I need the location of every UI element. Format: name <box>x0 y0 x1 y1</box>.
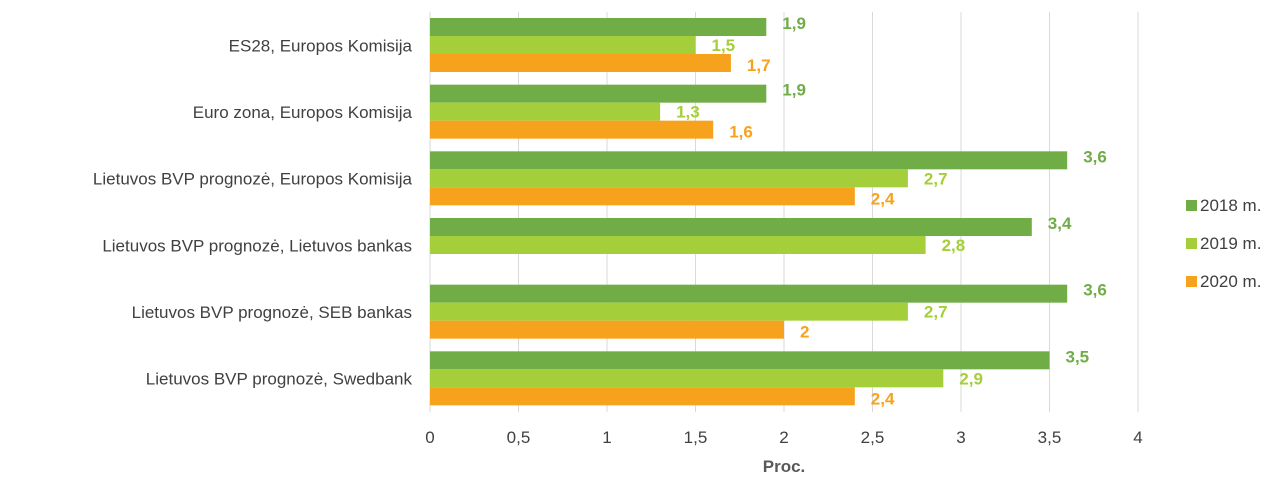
bar <box>430 218 1032 236</box>
category-labels: ES28, Europos Komisija Euro zona, Europos… <box>93 36 413 388</box>
bar <box>430 36 696 54</box>
data-label: 1,7 <box>747 56 771 75</box>
bar <box>430 351 1050 370</box>
bar <box>430 169 908 188</box>
category-label: Lietuvos BVP prognozė, Lietuvos bankas <box>102 236 412 255</box>
legend-label: 2020 m. <box>1200 272 1261 291</box>
data-label: 2,4 <box>871 389 895 408</box>
data-label: 2 <box>800 323 809 342</box>
legend-swatch <box>1186 276 1197 287</box>
bar <box>430 102 661 121</box>
bar <box>430 187 855 206</box>
data-label: 2,7 <box>924 169 948 188</box>
data-label: 2,4 <box>871 189 895 208</box>
bars <box>430 18 1068 406</box>
x-axis-title: Proc. <box>763 457 806 476</box>
bar <box>430 151 1068 170</box>
bar <box>430 302 908 321</box>
gridlines <box>429 12 1139 412</box>
x-tick-label: 1 <box>602 428 611 447</box>
data-labels: 1,9 1,5 1,7 1,9 1,3 1,6 3,6 2,7 2,4 3,4 2,8 3,6 2,7 2… <box>676 14 1107 408</box>
bar <box>430 18 767 36</box>
data-label: 1,6 <box>729 123 753 142</box>
x-tick-label: 0,5 <box>507 428 531 447</box>
legend-label: 2019 m. <box>1200 234 1261 253</box>
legend-swatch <box>1186 238 1197 249</box>
legend-swatch <box>1186 200 1197 211</box>
data-label: 1,9 <box>782 81 806 100</box>
bar <box>430 320 784 339</box>
category-label: ES28, Europos Komisija <box>229 36 413 55</box>
category-label: Lietuvos BVP prognozė, Swedbank <box>146 370 413 389</box>
data-label: 3,4 <box>1048 214 1072 233</box>
data-label: 3,6 <box>1083 147 1107 166</box>
bar <box>430 54 731 72</box>
data-label: 2,7 <box>924 303 948 322</box>
data-label: 1,5 <box>712 36 736 55</box>
x-tick-label: 4 <box>1133 428 1142 447</box>
bar <box>430 84 767 103</box>
x-tick-label: 0 <box>425 428 434 447</box>
data-label: 1,9 <box>782 14 806 33</box>
category-label: Euro zona, Europos Komisija <box>193 103 413 122</box>
x-tick-labels: 0 0,5 1 1,5 2 2,5 3 3,5 4 <box>425 428 1142 447</box>
x-tick-label: 3 <box>956 428 965 447</box>
category-label: Lietuvos BVP prognozė, Europos Komisija <box>93 170 413 189</box>
x-tick-label: 3,5 <box>1038 428 1062 447</box>
x-tick-label: 1,5 <box>684 428 708 447</box>
bar <box>430 284 1068 303</box>
x-tick-label: 2,5 <box>861 428 885 447</box>
category-label: Lietuvos BVP prognozė, SEB bankas <box>132 303 412 322</box>
bar <box>430 120 714 139</box>
data-label: 3,6 <box>1083 281 1107 300</box>
legend-label: 2018 m. <box>1200 196 1261 215</box>
bar <box>430 369 944 388</box>
data-label: 1,3 <box>676 103 700 122</box>
data-label: 3,5 <box>1066 347 1090 366</box>
legend: 2018 m. 2019 m. 2020 m. <box>1186 196 1261 291</box>
x-tick-label: 2 <box>779 428 788 447</box>
data-label: 2,9 <box>959 369 983 388</box>
bar <box>430 387 855 406</box>
bar <box>430 236 926 254</box>
data-label: 2,8 <box>942 236 966 255</box>
